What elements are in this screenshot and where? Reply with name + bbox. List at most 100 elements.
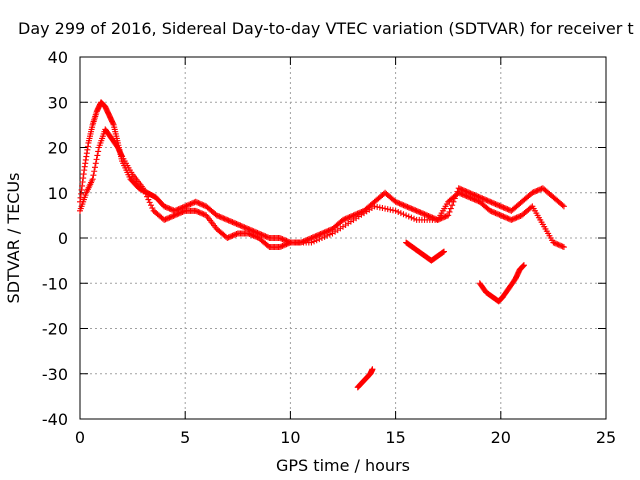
- data-point: [441, 214, 448, 221]
- data-point: [495, 202, 502, 209]
- data-point: [531, 188, 538, 195]
- data-point: [488, 208, 495, 215]
- data-point: [224, 235, 231, 241]
- data-point: [491, 200, 498, 207]
- data-point: [200, 202, 207, 209]
- data-point: [242, 224, 249, 231]
- data-point: [445, 212, 452, 219]
- data-point: [411, 206, 418, 213]
- series-segment-13to14: [354, 366, 376, 391]
- data-point: [499, 203, 506, 210]
- data-point: [230, 219, 237, 226]
- data-point: [405, 213, 412, 220]
- data-point: [174, 211, 181, 218]
- data-point: [414, 208, 421, 215]
- data-point: [533, 188, 540, 195]
- data-point: [172, 211, 179, 218]
- data-point: [504, 215, 511, 222]
- data-point: [397, 201, 404, 208]
- data-point: [495, 211, 502, 218]
- data-point: [161, 203, 168, 210]
- data-point: [169, 206, 176, 213]
- data-point: [485, 198, 492, 205]
- data-point: [93, 156, 100, 163]
- data-point: [558, 242, 565, 249]
- data-point: [197, 210, 204, 217]
- data-point: [265, 234, 272, 241]
- y-tick-label: 40: [48, 48, 68, 67]
- data-point: [468, 195, 475, 202]
- data-point: [279, 236, 286, 243]
- data-point: [530, 189, 537, 196]
- data-point: [280, 236, 287, 243]
- data-point: [428, 214, 435, 221]
- data-point: [162, 203, 169, 210]
- data-point: [560, 244, 567, 251]
- data-point: [534, 187, 541, 194]
- data-point: [492, 210, 499, 217]
- data-point: [216, 213, 223, 220]
- data-point: [307, 235, 314, 242]
- data-point: [455, 189, 462, 196]
- data-point: [513, 214, 520, 221]
- data-point: [163, 204, 170, 211]
- data-point: [466, 194, 473, 201]
- y-tick-label: 0: [58, 229, 68, 248]
- data-point: [501, 205, 508, 212]
- data-point: [217, 214, 224, 221]
- series-track-upper: [77, 99, 567, 246]
- data-point: [225, 234, 232, 241]
- data-point: [92, 160, 99, 167]
- data-point: [176, 210, 183, 217]
- chart-title: Day 299 of 2016, Sidereal Day-to-day VTE…: [18, 19, 634, 38]
- data-point: [246, 231, 253, 238]
- data-point: [197, 201, 204, 208]
- x-axis-label: GPS time / hours: [276, 456, 410, 475]
- data-point: [411, 215, 418, 222]
- data-point: [190, 199, 197, 206]
- data-point: [460, 192, 467, 199]
- x-tick-label: 25: [596, 428, 616, 447]
- data-point: [325, 227, 332, 234]
- data-point: [462, 192, 469, 199]
- data-point: [322, 228, 329, 235]
- data-point: [142, 190, 149, 197]
- data-point: [199, 210, 206, 217]
- data-point: [192, 198, 199, 205]
- data-point: [407, 205, 414, 212]
- data-point: [559, 202, 566, 209]
- data-point: [554, 241, 561, 248]
- series-track-lower: [77, 126, 567, 251]
- data-point: [497, 212, 504, 219]
- data-point: [91, 164, 98, 171]
- data-point: [408, 205, 415, 212]
- data-point: [251, 233, 258, 240]
- data-point: [161, 216, 168, 223]
- data-points: [77, 99, 567, 391]
- data-point: [226, 233, 233, 240]
- data-point: [276, 244, 283, 251]
- data-point: [442, 213, 449, 220]
- data-point: [166, 205, 173, 212]
- data-point: [249, 232, 256, 239]
- data-point: [392, 207, 399, 214]
- data-point: [512, 215, 519, 222]
- data-point: [200, 211, 207, 218]
- data-point: [233, 231, 240, 238]
- data-point: [538, 185, 545, 192]
- data-point: [393, 199, 400, 206]
- data-point: [141, 188, 148, 195]
- data-point: [479, 195, 486, 202]
- data-point: [194, 199, 201, 206]
- data-point: [508, 216, 515, 223]
- data-point: [400, 202, 407, 209]
- data-point: [349, 212, 356, 219]
- data-point: [493, 201, 500, 208]
- data-point: [421, 211, 428, 218]
- data-point: [318, 235, 325, 241]
- series-segment-15to17: [403, 239, 447, 264]
- data-point: [316, 236, 323, 243]
- data-point: [457, 190, 464, 197]
- data-point: [382, 205, 389, 212]
- y-tick-label: 20: [48, 139, 68, 158]
